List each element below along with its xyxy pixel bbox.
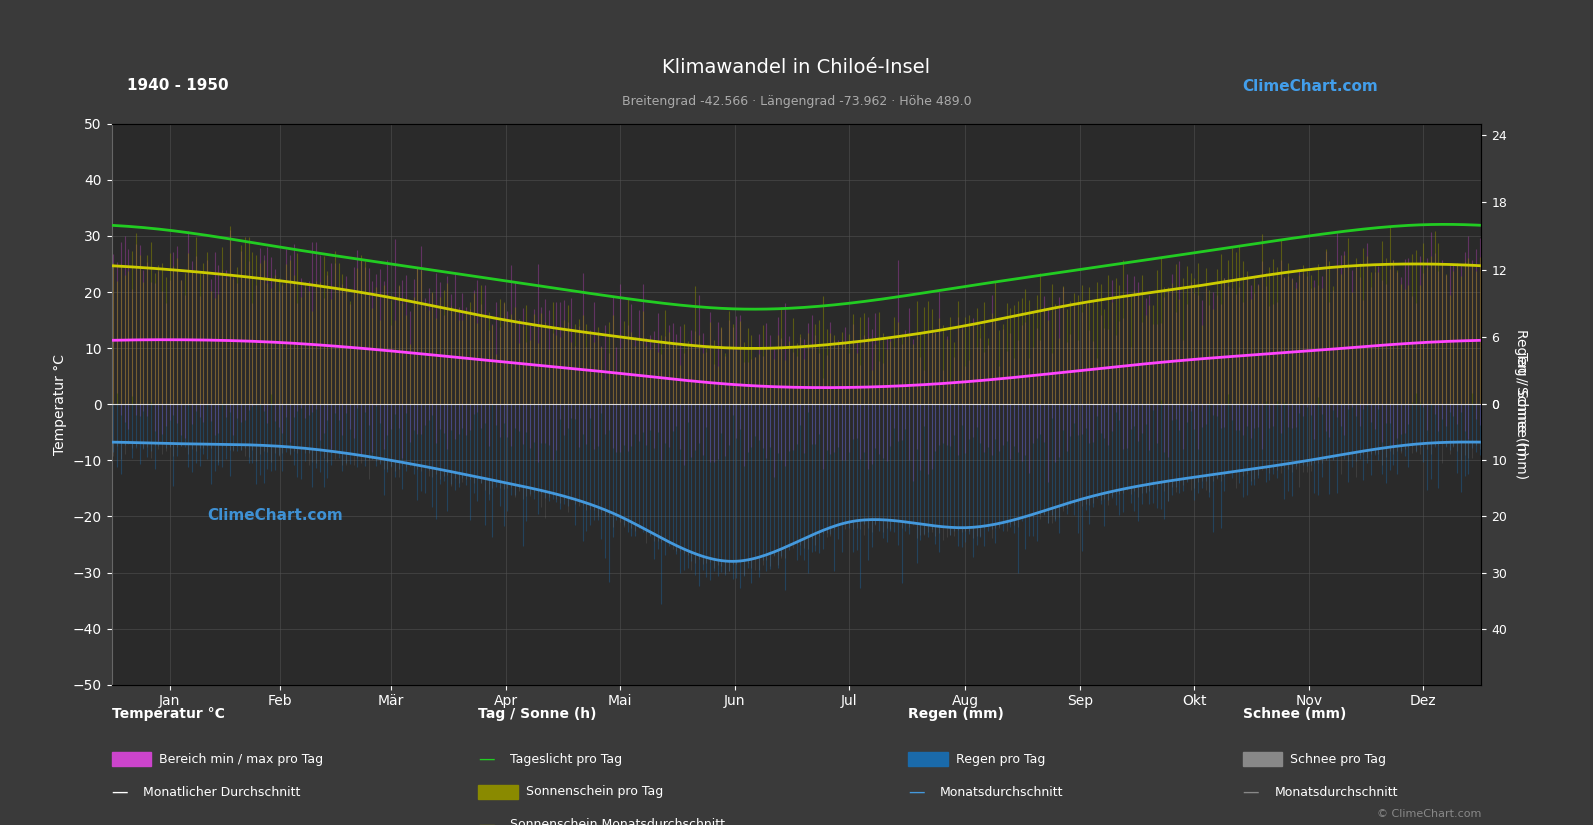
Y-axis label: Tag / Sonne (h): Tag / Sonne (h) — [1513, 352, 1528, 456]
Text: Bereich min / max pro Tag: Bereich min / max pro Tag — [159, 752, 323, 766]
Text: Temperatur °C: Temperatur °C — [112, 707, 225, 721]
Text: —: — — [908, 783, 924, 801]
Text: Klimawandel in Chiloé-Insel: Klimawandel in Chiloé-Insel — [663, 58, 930, 77]
Text: Monatsdurchschnitt: Monatsdurchschnitt — [1274, 785, 1399, 799]
Text: —: — — [478, 816, 494, 825]
Text: Tag / Sonne (h): Tag / Sonne (h) — [478, 707, 596, 721]
Y-axis label: Regen / Schnee (mm): Regen / Schnee (mm) — [1513, 329, 1528, 479]
Text: Tageslicht pro Tag: Tageslicht pro Tag — [510, 752, 621, 766]
Text: Monatsdurchschnitt: Monatsdurchschnitt — [940, 785, 1064, 799]
Text: —: — — [112, 783, 127, 801]
Text: —: — — [478, 750, 494, 768]
Text: Regen pro Tag: Regen pro Tag — [956, 752, 1045, 766]
Text: Schnee (mm): Schnee (mm) — [1243, 707, 1346, 721]
Text: Schnee pro Tag: Schnee pro Tag — [1290, 752, 1386, 766]
Text: Monatlicher Durchschnitt: Monatlicher Durchschnitt — [143, 785, 301, 799]
Text: —: — — [1243, 783, 1258, 801]
Text: ClimeChart.com: ClimeChart.com — [207, 507, 342, 523]
Text: 1940 - 1950: 1940 - 1950 — [127, 78, 229, 93]
Text: Regen (mm): Regen (mm) — [908, 707, 1004, 721]
Text: Sonnenschein pro Tag: Sonnenschein pro Tag — [526, 785, 663, 799]
Y-axis label: Temperatur °C: Temperatur °C — [53, 354, 67, 455]
Text: Breitengrad -42.566 · Längengrad -73.962 · Höhe 489.0: Breitengrad -42.566 · Längengrad -73.962… — [621, 95, 972, 108]
Text: © ClimeChart.com: © ClimeChart.com — [1376, 808, 1481, 818]
Text: Sonnenschein Monatsdurchschnitt: Sonnenschein Monatsdurchschnitt — [510, 818, 725, 825]
Text: ClimeChart.com: ClimeChart.com — [1243, 78, 1378, 94]
